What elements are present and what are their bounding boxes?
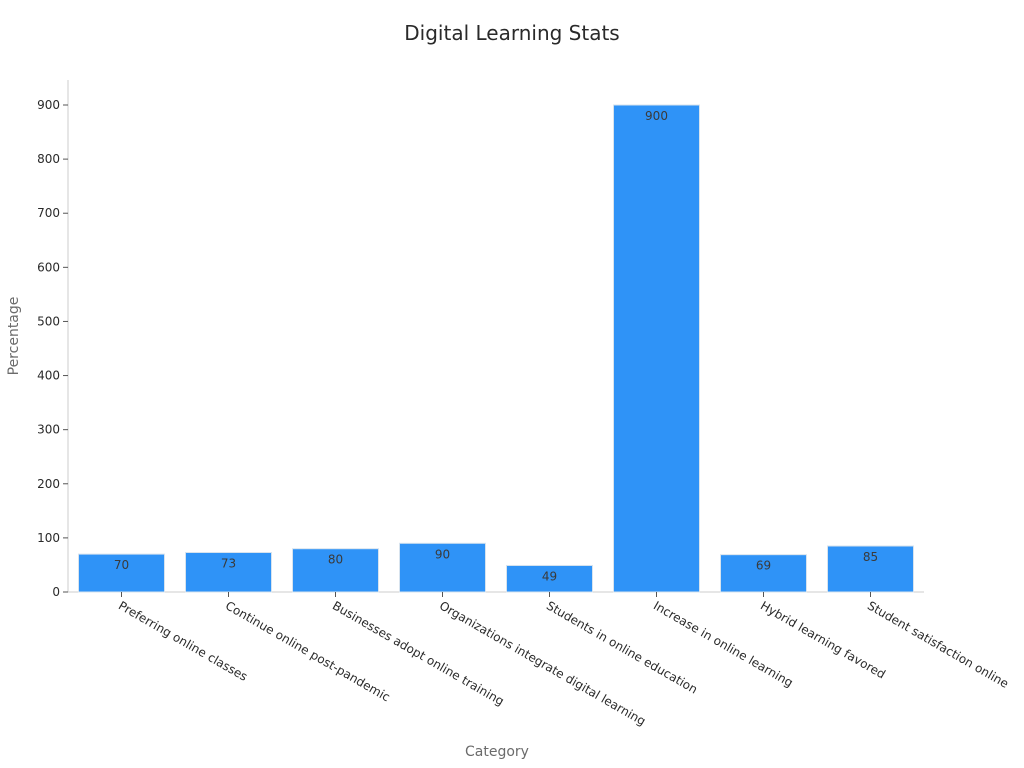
data-label: 49 — [542, 569, 557, 583]
data-label: 73 — [221, 556, 236, 570]
y-tick-label: 300 — [37, 423, 60, 437]
data-label: 80 — [328, 553, 343, 567]
data-label: 69 — [756, 559, 771, 573]
y-tick-label: 600 — [37, 260, 60, 274]
y-tick-label: 0 — [52, 585, 60, 599]
x-tick-label: Continue online post-pandemic — [223, 598, 393, 704]
data-label: 900 — [645, 109, 668, 123]
bar — [292, 548, 379, 593]
y-tick-label: 200 — [37, 477, 60, 491]
bar — [613, 104, 700, 593]
x-axis-label: Category — [465, 744, 529, 760]
y-tick-label: 700 — [37, 206, 60, 220]
data-label: 85 — [863, 550, 878, 564]
bar — [720, 554, 807, 593]
data-label: 70 — [114, 558, 129, 572]
x-tick-label: Student satisfaction online — [865, 598, 1011, 690]
x-tick-label: Organizations integrate digital learning — [437, 598, 648, 728]
bar — [506, 564, 593, 593]
y-axis-label: Percentage — [6, 297, 22, 376]
y-tick-label: 900 — [37, 98, 60, 112]
bar — [78, 553, 165, 593]
y-tick-label: 500 — [37, 314, 60, 328]
y-tick-label: 400 — [37, 369, 60, 383]
bar — [827, 545, 914, 593]
data-label: 90 — [435, 547, 450, 561]
plot-area: 010020030040050060070080090070Preferring… — [37, 80, 1011, 728]
bar — [399, 542, 486, 593]
y-tick-label: 100 — [37, 531, 60, 545]
x-tick-label: Businesses adopt online training — [330, 598, 507, 708]
chart-title: Digital Learning Stats — [404, 21, 619, 45]
y-tick-label: 800 — [37, 152, 60, 166]
